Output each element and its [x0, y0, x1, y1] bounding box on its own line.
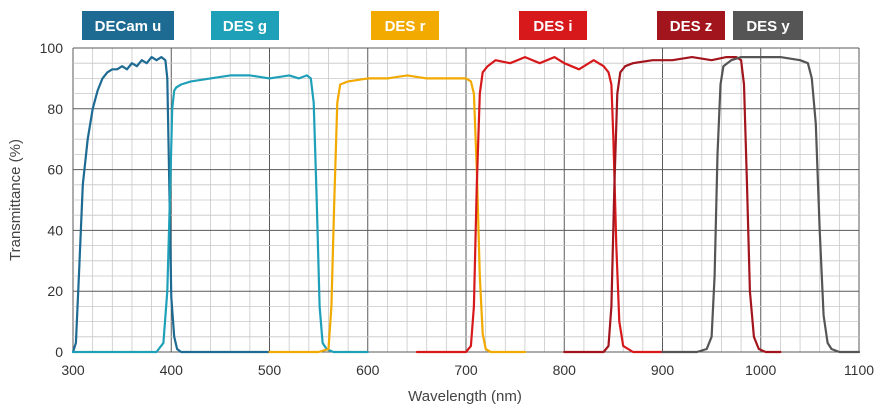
y-axis-label: Transmittance (%) — [7, 139, 24, 261]
legend-label: DES r — [385, 18, 426, 35]
legend-label: DES y — [746, 18, 790, 35]
legend-item-des-i: DES i — [519, 11, 587, 40]
x-tick-label: 1000 — [745, 362, 776, 378]
x-tick-label: 600 — [356, 362, 380, 378]
legend-label: DECam u — [95, 18, 162, 35]
x-axis-label: Wavelength (nm) — [408, 388, 522, 405]
legend-swatch — [657, 11, 725, 40]
y-tick-label: 100 — [40, 40, 64, 56]
legend-item-des-g: DES g — [211, 11, 279, 40]
x-tick-label: 400 — [160, 362, 184, 378]
legend-swatch — [211, 11, 279, 40]
series-line-des-y — [661, 56, 861, 354]
series-line-decam-u — [71, 56, 271, 354]
legend-swatch — [519, 11, 587, 40]
x-tick-label: 1100 — [844, 362, 874, 378]
x-tick-label: 900 — [651, 362, 675, 378]
x-tick-label: 500 — [258, 362, 282, 378]
x-tick-label: 800 — [553, 362, 577, 378]
x-tick-label: 300 — [61, 362, 85, 378]
legend-item-decam-u: DECam u — [82, 11, 174, 40]
series-line-des-g — [71, 74, 369, 354]
legend-item-des-r: DES r — [371, 11, 439, 40]
y-tick-label: 20 — [47, 283, 63, 299]
grid-lines — [72, 47, 860, 353]
y-tick-label: 80 — [47, 101, 63, 117]
x-tick-label: 700 — [454, 362, 478, 378]
y-tick-labels: 0 20 40 60 80 100 — [40, 40, 64, 360]
y-tick-label: 60 — [47, 162, 63, 178]
legend-item-des-z: DES z — [657, 11, 725, 40]
y-tick-label: 0 — [55, 344, 63, 360]
legend: DECam u DES g DES r DES i DES z DES y — [82, 11, 803, 40]
x-tick-labels: 300 400 500 600 700 800 900 1000 1100 — [61, 362, 874, 378]
legend-swatch — [733, 11, 803, 40]
series-line-des-i — [415, 56, 664, 354]
y-tick-label: 40 — [47, 222, 63, 238]
legend-swatch — [371, 11, 439, 40]
legend-label: DES g — [223, 18, 267, 35]
legend-label: DES i — [533, 18, 572, 35]
legend-item-des-y: DES y — [733, 11, 803, 40]
legend-swatch — [82, 11, 174, 40]
series-layer — [71, 56, 861, 354]
series-line-des-r — [268, 74, 527, 354]
legend-label: DES z — [670, 18, 713, 35]
series-line-des-z — [563, 56, 782, 354]
